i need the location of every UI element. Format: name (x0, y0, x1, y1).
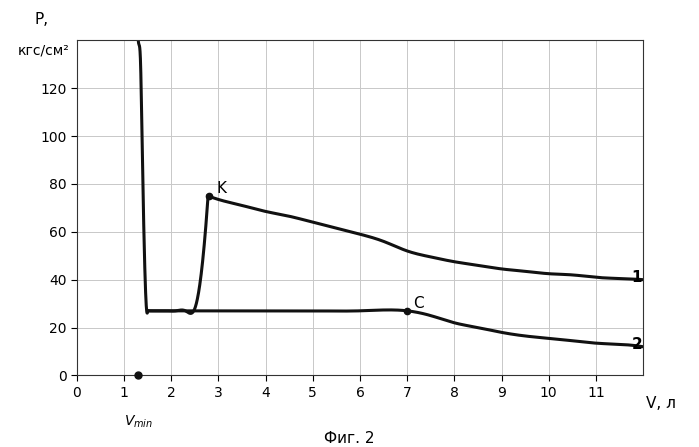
Text: 1: 1 (631, 270, 642, 285)
Text: K: K (216, 181, 226, 197)
Text: Фиг. 2: Фиг. 2 (324, 430, 375, 446)
Text: $V_{min}$: $V_{min}$ (124, 414, 153, 430)
Text: P,: P, (34, 12, 48, 27)
Text: C: C (413, 296, 424, 312)
Text: V, л: V, л (646, 396, 676, 411)
Text: кгс/см²: кгс/см² (17, 44, 69, 58)
Text: 2: 2 (631, 337, 642, 352)
